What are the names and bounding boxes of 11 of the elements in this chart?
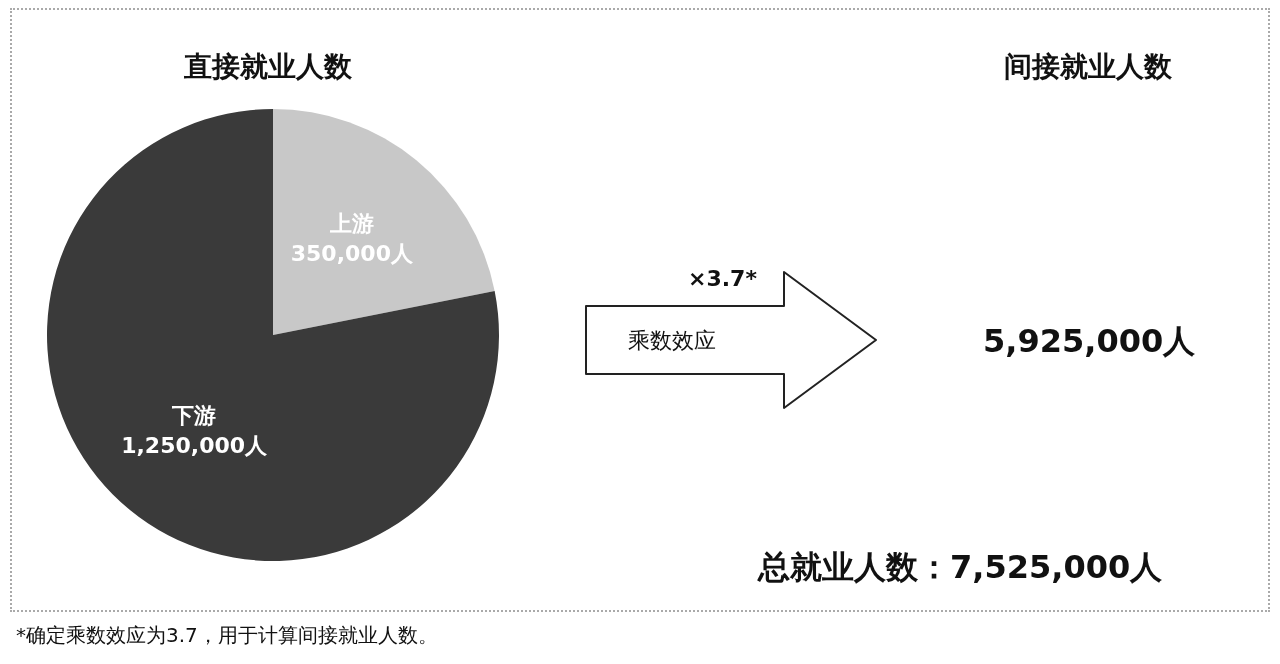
text: 5,925,000人 <box>983 321 1196 362</box>
text: 总就业人数：7,525,000人 <box>758 547 1163 588</box>
chart-title: 直接就业人数 <box>183 49 353 85</box>
text: 间接就业人数 <box>1003 49 1173 85</box>
pie-slice <box>273 109 495 335</box>
text: 乘数效应 <box>628 327 716 355</box>
text: *确定乘数效应为3.7，用于计算间接就业人数。 <box>16 622 438 649</box>
slice-label: 下游 <box>171 403 217 429</box>
data-label: 1,250,000人 <box>121 433 269 459</box>
pie-slice <box>47 109 499 561</box>
text: ×3.7* <box>688 266 757 291</box>
